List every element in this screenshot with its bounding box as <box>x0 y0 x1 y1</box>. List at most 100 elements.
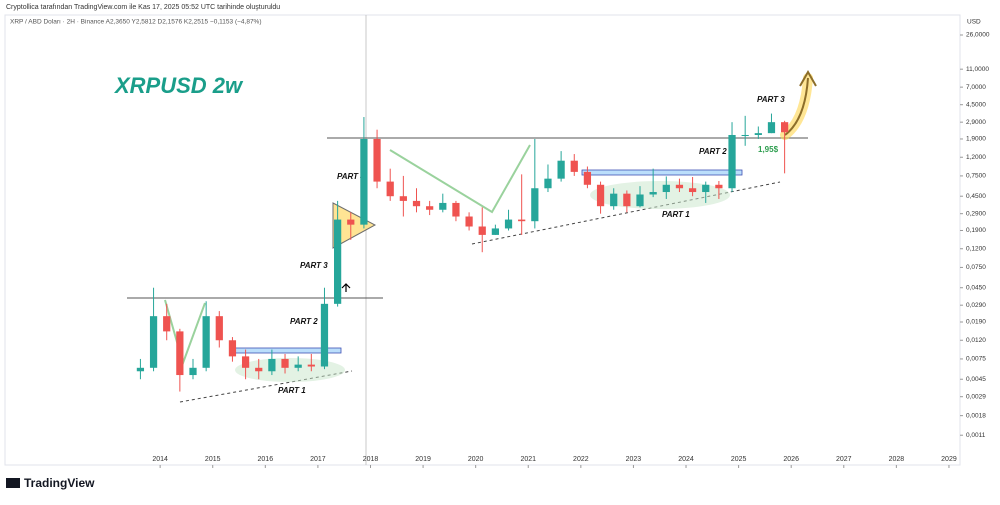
y-tick-label: 7,0000 <box>966 84 986 91</box>
range-box <box>581 169 743 176</box>
y-tick-label: 0,0190 <box>966 319 986 326</box>
x-tick-label: 2020 <box>468 456 484 463</box>
y-tick-label: 26,0000 <box>966 32 990 39</box>
candle-body <box>294 364 302 368</box>
x-tick-label: 2027 <box>836 456 852 463</box>
x-tick-label: 2024 <box>678 456 694 463</box>
candle-body <box>241 356 250 368</box>
x-tick-label: 2029 <box>941 456 957 463</box>
chart-title: XRPUSD 2w <box>113 73 244 98</box>
annotation: PART 2 <box>290 317 318 326</box>
x-tick-label: 2023 <box>626 456 642 463</box>
y-tick-label: 0,0290 <box>966 302 986 309</box>
annotation: PART 1 <box>662 210 690 219</box>
candle-body <box>202 316 210 368</box>
y-tick-label: 0,0011 <box>966 432 986 439</box>
y-tick-label: 0,0450 <box>966 284 986 291</box>
accumulation-zone <box>235 358 345 382</box>
candle-body <box>583 171 592 185</box>
candle-body <box>531 188 539 222</box>
candle-body <box>767 122 776 134</box>
currency: USD <box>967 19 981 26</box>
candle-body <box>320 303 329 367</box>
y-tick-label: 0,7500 <box>966 173 986 180</box>
candle-body <box>623 193 631 207</box>
x-tick-label: 2026 <box>783 456 799 463</box>
x-tick-label: 2016 <box>258 456 274 463</box>
y-tick-label: 0,1200 <box>966 245 986 252</box>
y-tick-label: 4,5000 <box>966 101 986 108</box>
symbol-legend: XRP / ABD Doları · 2H · Binance A2,3650 … <box>10 19 262 26</box>
x-tick-label: 2021 <box>520 456 536 463</box>
x-tick-label: 2028 <box>889 456 905 463</box>
y-tick-label: 0,0045 <box>966 376 986 383</box>
candle-body <box>544 178 552 189</box>
candle-body <box>557 160 565 179</box>
candle-body <box>399 196 407 201</box>
attribution: Cryptollica tarafından TradingView.com i… <box>6 4 280 11</box>
candle-body <box>518 219 526 222</box>
candle-body <box>439 202 447 210</box>
y-tick-label: 0,4500 <box>966 193 986 200</box>
candle-body <box>781 122 789 133</box>
candle-body <box>702 184 710 193</box>
candle-body <box>728 134 736 189</box>
y-tick-label: 0,1900 <box>966 227 986 234</box>
candle-body <box>636 194 644 207</box>
candle-body <box>715 184 723 189</box>
candle-body <box>281 358 289 368</box>
candle-body <box>754 133 762 135</box>
x-tick-label: 2015 <box>205 456 221 463</box>
y-tick-label: 0,0120 <box>966 337 986 344</box>
candle-body <box>307 364 315 367</box>
candle-body <box>386 181 394 197</box>
annotation: PART 2 <box>699 147 727 156</box>
trendline <box>471 181 781 245</box>
y-tick-label: 1,2000 <box>966 154 986 161</box>
candle-body <box>452 202 460 217</box>
candle-body <box>649 192 657 195</box>
candle-body <box>176 331 184 376</box>
candle-body <box>215 316 223 341</box>
candle-body <box>360 138 368 225</box>
annotation: 1,95$ <box>758 145 779 154</box>
candle-body <box>688 188 697 193</box>
brand: TradingView <box>24 476 95 490</box>
candle-body <box>741 134 749 136</box>
candle-body <box>570 160 578 172</box>
brand-logo <box>6 478 20 488</box>
candle-body <box>675 184 684 189</box>
candle-body <box>163 316 171 332</box>
x-tick-label: 2017 <box>310 456 326 463</box>
candle-body <box>426 206 434 210</box>
wave-arrow <box>389 144 531 214</box>
candle-body <box>478 226 486 235</box>
candle-body <box>136 367 145 372</box>
y-tick-label: 2,9000 <box>966 119 986 126</box>
y-tick-label: 0,0029 <box>966 393 986 400</box>
projection-arrow <box>784 69 817 136</box>
candle-body <box>189 367 197 376</box>
candle-body <box>268 358 276 372</box>
candle-body <box>149 316 158 368</box>
candle-body <box>491 228 499 235</box>
x-tick-label: 2019 <box>415 456 431 463</box>
annotation: PART 4 <box>337 172 365 181</box>
y-tick-label: 0,0075 <box>966 356 986 363</box>
candle-body <box>596 184 605 207</box>
y-tick-label: 0,0018 <box>966 412 986 419</box>
candle-body <box>465 216 473 227</box>
y-tick-label: 0,2900 <box>966 210 986 217</box>
annotation: PART 1 <box>278 386 306 395</box>
candle-body <box>662 184 670 193</box>
y-tick-label: 1,9000 <box>966 136 986 143</box>
candle-body <box>373 138 381 182</box>
candle-body <box>255 367 263 372</box>
triangle-pattern <box>332 202 377 249</box>
candle-body <box>412 200 421 207</box>
up-arrow <box>341 283 351 292</box>
x-tick-label: 2025 <box>731 456 747 463</box>
candle-body <box>610 193 618 207</box>
y-tick-label: 0,0750 <box>966 264 986 271</box>
